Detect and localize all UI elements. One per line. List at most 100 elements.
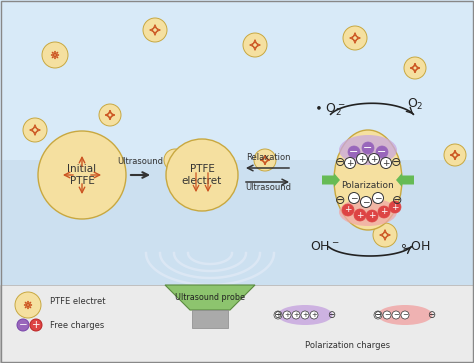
- Circle shape: [404, 57, 426, 79]
- Text: ⊖: ⊖: [327, 310, 335, 320]
- Circle shape: [376, 146, 388, 158]
- Ellipse shape: [339, 135, 397, 165]
- Text: ⊖: ⊖: [335, 193, 345, 207]
- Circle shape: [444, 144, 466, 166]
- Text: +: +: [391, 203, 399, 212]
- Text: −: −: [350, 193, 358, 203]
- Text: OH$^-$: OH$^-$: [310, 240, 340, 253]
- Text: −: −: [363, 143, 373, 153]
- Circle shape: [243, 33, 267, 57]
- Circle shape: [389, 201, 401, 213]
- Circle shape: [361, 196, 372, 208]
- Text: −: −: [393, 312, 399, 318]
- Circle shape: [143, 18, 167, 42]
- Text: +: +: [358, 155, 366, 163]
- Circle shape: [383, 311, 391, 319]
- Circle shape: [301, 311, 309, 319]
- Text: ⊖: ⊖: [373, 310, 381, 320]
- Text: −: −: [384, 312, 390, 318]
- Circle shape: [378, 206, 390, 218]
- Text: Free charges: Free charges: [50, 321, 104, 330]
- Text: Polarization charges: Polarization charges: [305, 340, 390, 350]
- Text: O$_2$: O$_2$: [407, 97, 423, 112]
- Text: −: −: [402, 312, 408, 318]
- Text: ⊖: ⊖: [427, 310, 435, 320]
- Circle shape: [401, 311, 409, 319]
- Ellipse shape: [339, 198, 397, 226]
- Text: +: +: [311, 312, 317, 318]
- Text: +: +: [344, 205, 352, 215]
- Circle shape: [15, 292, 41, 318]
- Text: ⊖: ⊖: [392, 193, 402, 207]
- Text: Relaxation: Relaxation: [246, 153, 290, 162]
- Text: −: −: [362, 197, 370, 207]
- FancyArrow shape: [322, 173, 340, 187]
- Text: +: +: [346, 159, 354, 167]
- Circle shape: [366, 210, 378, 222]
- Circle shape: [23, 118, 47, 142]
- Text: +: +: [382, 159, 390, 167]
- Bar: [192, 310, 228, 328]
- Text: electret: electret: [182, 176, 222, 186]
- Circle shape: [164, 149, 186, 171]
- Ellipse shape: [277, 305, 332, 325]
- Circle shape: [368, 154, 380, 164]
- Text: −: −: [375, 312, 381, 318]
- Circle shape: [345, 158, 356, 168]
- Circle shape: [373, 192, 383, 204]
- Text: PTFE: PTFE: [70, 176, 94, 186]
- Circle shape: [283, 311, 291, 319]
- Circle shape: [274, 311, 282, 319]
- Text: +: +: [302, 312, 308, 318]
- Text: −: −: [377, 147, 387, 157]
- Circle shape: [362, 142, 374, 154]
- Text: $\bullet$ O$_2^-$: $\bullet$ O$_2^-$: [314, 101, 346, 118]
- Text: +: +: [275, 312, 281, 318]
- Text: +: +: [284, 312, 290, 318]
- Text: −: −: [374, 193, 382, 203]
- Circle shape: [254, 149, 276, 171]
- Ellipse shape: [38, 131, 126, 219]
- Text: +: +: [370, 155, 378, 163]
- Circle shape: [292, 311, 300, 319]
- Text: −: −: [349, 147, 359, 157]
- Circle shape: [17, 319, 29, 331]
- Circle shape: [381, 158, 392, 168]
- Text: ⊖: ⊖: [273, 310, 281, 320]
- Ellipse shape: [377, 305, 432, 325]
- Circle shape: [348, 146, 360, 158]
- Text: +: +: [293, 312, 299, 318]
- Circle shape: [42, 42, 68, 68]
- FancyArrow shape: [396, 173, 414, 187]
- Bar: [0, 285, 474, 363]
- Text: +: +: [368, 212, 376, 220]
- Polygon shape: [165, 285, 255, 310]
- Text: $\circ$ OH: $\circ$ OH: [399, 240, 431, 253]
- Circle shape: [99, 104, 121, 126]
- Circle shape: [354, 209, 366, 221]
- Circle shape: [356, 154, 367, 164]
- Circle shape: [373, 223, 397, 247]
- Circle shape: [310, 311, 318, 319]
- Text: +: +: [32, 320, 40, 330]
- Text: ⊖: ⊖: [335, 156, 345, 170]
- Circle shape: [342, 204, 354, 216]
- Circle shape: [392, 311, 400, 319]
- Ellipse shape: [166, 139, 238, 211]
- Ellipse shape: [334, 130, 402, 230]
- Text: Ultrasound probe: Ultrasound probe: [175, 293, 245, 302]
- Text: Initial: Initial: [67, 164, 97, 174]
- Text: ⊖: ⊖: [391, 156, 401, 170]
- Text: +: +: [356, 211, 364, 220]
- Text: −: −: [18, 320, 27, 330]
- Text: PTFE: PTFE: [190, 164, 214, 174]
- Circle shape: [348, 192, 359, 204]
- Text: +: +: [380, 208, 388, 216]
- Circle shape: [343, 26, 367, 50]
- Circle shape: [30, 319, 42, 331]
- Bar: [0, 0, 474, 160]
- Text: Ultrasound: Ultrasound: [245, 183, 291, 192]
- Text: Ultrasound: Ultrasound: [117, 157, 163, 166]
- Bar: [0, 0, 474, 285]
- Text: PTFE electret: PTFE electret: [50, 298, 106, 306]
